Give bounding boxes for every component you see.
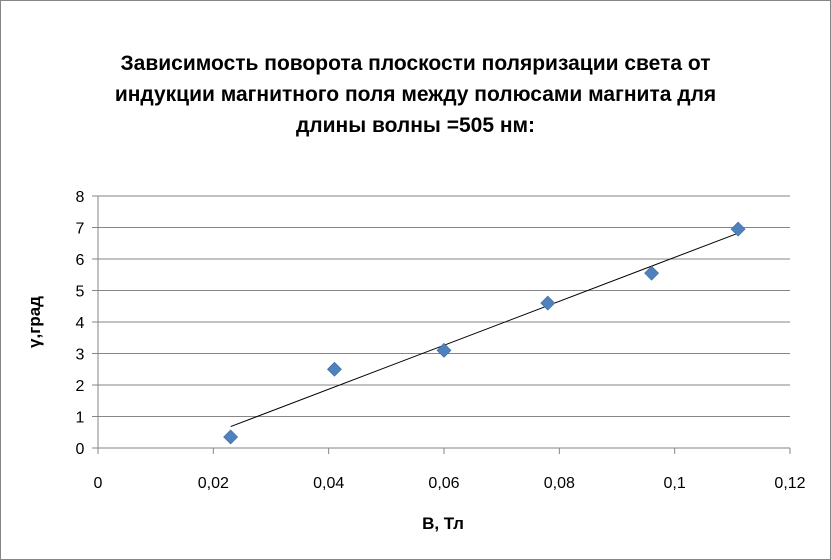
- x-axis-label: B, Тл: [422, 514, 464, 533]
- y-tick-label: 7: [76, 221, 85, 238]
- data-point: [644, 265, 660, 281]
- x-tick-label: 0,08: [544, 475, 575, 492]
- y-tick-label: 3: [76, 347, 85, 364]
- x-tick-label: 0,04: [313, 475, 344, 492]
- data-point: [223, 429, 239, 445]
- y-tick-label: 2: [76, 378, 85, 395]
- data-point: [436, 342, 452, 358]
- y-tick-label: 8: [76, 189, 85, 206]
- x-tick-labels: 0 0,02 0,04 0,06 0,08 0,1 0,12: [94, 475, 806, 492]
- data-point: [540, 295, 556, 311]
- x-tick-label: 0: [94, 475, 103, 492]
- chart-title-line-2: индукции магнитного поля между полюсами …: [114, 83, 717, 106]
- x-tick-label: 0,12: [774, 475, 805, 492]
- y-tick-label: 5: [76, 284, 85, 301]
- x-tick-label: 0,06: [428, 475, 459, 492]
- y-tick-label: 0: [76, 441, 85, 458]
- y-axis-label: γ,град: [25, 296, 44, 348]
- data-point: [730, 221, 746, 237]
- y-tick-label: 1: [76, 410, 85, 427]
- data-points: [223, 221, 746, 445]
- trendline-group: [230, 232, 739, 428]
- data-point: [327, 361, 342, 377]
- x-tick-label: 0,1: [664, 475, 686, 492]
- axes: [92, 195, 791, 454]
- y-tick-label: 6: [76, 252, 85, 269]
- chart-title-line-3: длины волны =505 нм:: [295, 114, 536, 137]
- x-tick-label: 0,02: [198, 475, 229, 492]
- chart-title: Зависимость поворота плоскости поляризац…: [60, 48, 771, 141]
- trendline: [230, 232, 739, 428]
- gridlines: [98, 195, 790, 417]
- y-tick-label: 4: [76, 315, 85, 332]
- y-tick-labels: 0 1 2 3 4 5 6 7 8: [76, 189, 85, 458]
- chart-title-line-1: Зависимость поворота плоскости поляризац…: [120, 52, 711, 75]
